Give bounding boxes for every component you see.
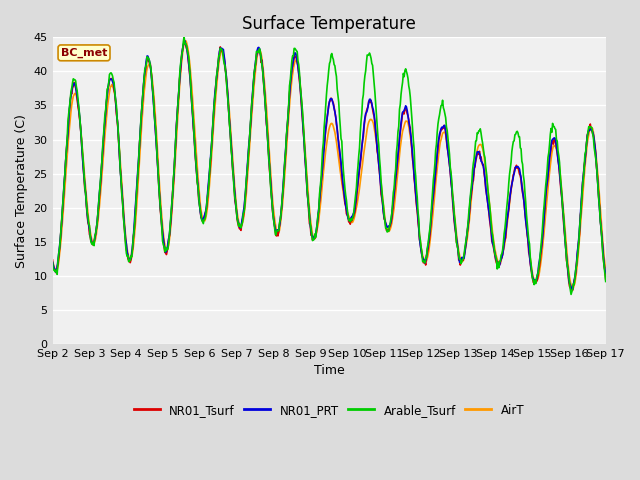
Arable_Tsurf [567, 291, 575, 297]
NR01_Tsurf [172, 140, 179, 146]
NR01_Tsurf [397, 123, 405, 129]
Arable_Tsurf [172, 137, 179, 143]
NR01_PRT [202, 209, 209, 215]
Y-axis label: Surface Temperature (C): Surface Temperature (C) [15, 114, 28, 267]
NR01_PRT [116, 153, 124, 158]
NR01_PRT [59, 204, 67, 210]
Text: BC_met: BC_met [61, 48, 108, 58]
Arable_Tsurf [180, 34, 188, 39]
Line: NR01_Tsurf: NR01_Tsurf [52, 42, 605, 290]
AirT [202, 216, 209, 221]
AirT [59, 217, 67, 223]
NR01_PRT [602, 270, 609, 276]
NR01_PRT [181, 38, 189, 44]
AirT [397, 139, 405, 144]
Line: Arable_Tsurf: Arable_Tsurf [52, 36, 605, 294]
NR01_PRT [397, 120, 405, 125]
NR01_Tsurf [602, 276, 609, 282]
Arable_Tsurf [59, 205, 67, 211]
Line: NR01_PRT: NR01_PRT [52, 41, 605, 289]
Arable_Tsurf [116, 148, 124, 154]
AirT [49, 260, 56, 266]
Arable_Tsurf [602, 278, 609, 284]
AirT [413, 206, 421, 212]
Title: Surface Temperature: Surface Temperature [242, 15, 416, 33]
Arable_Tsurf [413, 194, 421, 200]
NR01_Tsurf [116, 153, 124, 159]
NR01_PRT [569, 287, 577, 292]
AirT [602, 265, 609, 271]
AirT [182, 38, 189, 44]
NR01_Tsurf [181, 39, 189, 45]
NR01_Tsurf [59, 207, 67, 213]
Line: AirT: AirT [52, 41, 605, 288]
AirT [116, 146, 124, 152]
NR01_Tsurf [49, 257, 56, 263]
Arable_Tsurf [202, 213, 209, 219]
NR01_PRT [49, 259, 56, 265]
NR01_PRT [413, 206, 421, 212]
X-axis label: Time: Time [314, 364, 344, 377]
NR01_Tsurf [413, 207, 421, 213]
Arable_Tsurf [397, 91, 405, 97]
Legend: NR01_Tsurf, NR01_PRT, Arable_Tsurf, AirT: NR01_Tsurf, NR01_PRT, Arable_Tsurf, AirT [129, 399, 529, 421]
NR01_PRT [172, 139, 179, 144]
NR01_Tsurf [569, 288, 577, 293]
Arable_Tsurf [49, 260, 56, 265]
NR01_Tsurf [202, 209, 209, 215]
AirT [569, 285, 577, 291]
AirT [172, 152, 179, 157]
